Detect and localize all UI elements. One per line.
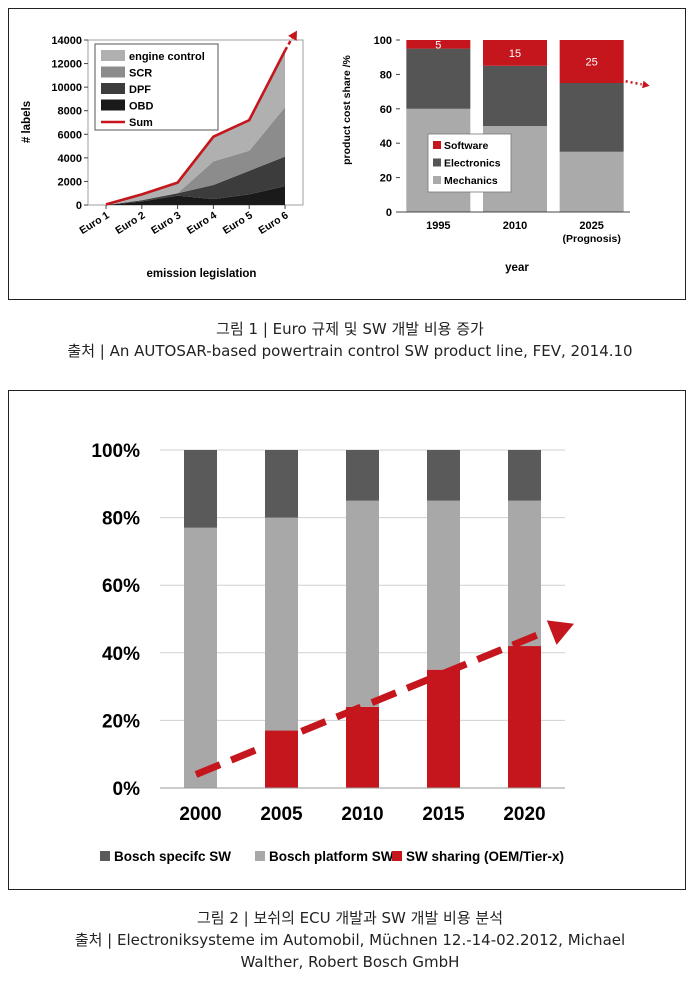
figure-2-source-line-1: 출처 | Electroniksysteme im Automobil, Müc… (74, 931, 626, 949)
y-tick-label: 100 (374, 35, 392, 47)
legend-label: SW sharing (OEM/Tier-x) (406, 849, 564, 864)
x-tick-label: 2000 (179, 804, 221, 825)
legend-swatch (392, 851, 402, 861)
bar-segment (508, 450, 541, 501)
bar-segment (184, 527, 217, 788)
legend-label: Electronics (444, 158, 501, 170)
bar-segment-electronics (559, 83, 624, 152)
legend-label: Bosch platform SW (269, 849, 394, 864)
figure-2-caption: 그림 2 | 보쉬의 ECU 개발과 SW 개발 비용 분석 출처 | Elec… (0, 907, 700, 973)
y-tick-label: 100% (91, 441, 140, 462)
legend-label: Mechanics (444, 175, 498, 187)
bar-segment (427, 669, 460, 788)
data-label-software: 25 (586, 57, 598, 69)
y-tick-label: 8000 (58, 106, 82, 118)
y-tick-label: 12000 (51, 59, 82, 71)
trend-arrow-line (194, 628, 547, 778)
trend-arrow-head (546, 620, 574, 645)
legend-label: DPF (129, 84, 151, 96)
x-axis-label: emission legislation (147, 268, 257, 280)
x-axis-label: year (505, 262, 529, 274)
y-tick-label: 40 (380, 138, 392, 150)
y-tick-label: 0 (76, 200, 82, 212)
data-label-software: 15 (509, 48, 521, 60)
legend-swatch (255, 851, 265, 861)
bar-segment (508, 646, 541, 788)
trend-arrow-head (642, 80, 650, 89)
y-tick-label: 2000 (58, 176, 82, 188)
x-tick-label: 2015 (422, 804, 465, 825)
legend-label: Bosch specifc SW (114, 849, 231, 864)
figure-2-source-line-2: Walther, Robert Bosch GmbH (240, 953, 460, 971)
bar-segment (346, 500, 379, 707)
bar-segment-electronics (406, 48, 471, 109)
sum-trend-arrow-head (288, 30, 297, 41)
sum-trend-arrow-line (283, 35, 295, 52)
y-tick-label: 6000 (58, 129, 82, 141)
area-engine-control (106, 50, 285, 205)
bar-segment-mechanics (559, 151, 624, 212)
x-tick-label: 1995 (426, 220, 450, 232)
bar-segment (184, 450, 217, 528)
legend-swatch (101, 66, 125, 78)
area-dpf (106, 156, 285, 205)
bar-segment-software (483, 40, 547, 66)
figure-1-title: 그림 1 | Euro 규제 및 SW 개발 비용 증가 (216, 320, 484, 338)
bar-segment (427, 500, 460, 670)
legend-swatch (101, 83, 125, 94)
y-tick-label: 80 (380, 69, 392, 81)
x-tick-label: 2020 (503, 804, 545, 825)
bar-segment-software (559, 40, 624, 83)
y-tick-label: 4000 (58, 153, 82, 165)
figure-2-title: 그림 2 | 보쉬의 ECU 개발과 SW 개발 비용 분석 (197, 909, 503, 927)
figure-1-caption: 그림 1 | Euro 규제 및 SW 개발 비용 증가 출처 | An AUT… (0, 318, 700, 362)
y-tick-label: 0 (386, 207, 392, 219)
y-tick-label: 60% (102, 576, 140, 597)
bar-segment (265, 517, 298, 731)
y-tick-label: 14000 (51, 35, 82, 47)
legend-label: SCR (129, 68, 152, 80)
y-tick-label: 20 (380, 173, 392, 185)
bar-segment (427, 450, 460, 501)
legend-swatch (433, 158, 441, 167)
bar-segment (508, 500, 541, 647)
y-tick-label: 60 (380, 104, 392, 116)
y-tick-label: 0% (113, 779, 141, 800)
bar-segment (346, 706, 379, 788)
legend-label: engine control (129, 51, 205, 63)
y-tick-label: 80% (102, 509, 140, 530)
legend-label: OBD (129, 101, 154, 113)
y-axis-label: # labels (21, 101, 33, 143)
bar-segment (265, 450, 298, 518)
data-label-software: 5 (435, 39, 441, 51)
x-tick-label: 2025 (579, 220, 603, 232)
y-axis-label: product cost share /% (341, 54, 353, 164)
x-tick-label: 2010 (341, 804, 383, 825)
sum-line (105, 50, 287, 206)
legend-swatch (100, 851, 110, 861)
y-tick-label: 20% (102, 711, 140, 732)
bar-segment (346, 450, 379, 501)
area-obd (106, 186, 285, 205)
legend-label: Sum (129, 117, 153, 129)
bar-segment-electronics (483, 65, 547, 126)
legend-label: Software (444, 140, 489, 152)
legend-swatch (101, 50, 125, 61)
legend-box (427, 133, 512, 193)
legend-swatch (433, 141, 441, 149)
bar-segment-software (406, 40, 471, 49)
x-tick-label: 2010 (503, 220, 527, 232)
y-tick-label: 40% (102, 644, 140, 665)
x-tick-note: (Prognosis) (562, 233, 620, 245)
x-tick-label: 2005 (260, 804, 303, 825)
legend-swatch (433, 176, 441, 184)
y-tick-label: 10000 (51, 82, 82, 94)
figure-1-source: 출처 | An AUTOSAR-based powertrain control… (67, 342, 633, 360)
area-scr (106, 107, 285, 205)
legend-swatch (101, 99, 125, 111)
